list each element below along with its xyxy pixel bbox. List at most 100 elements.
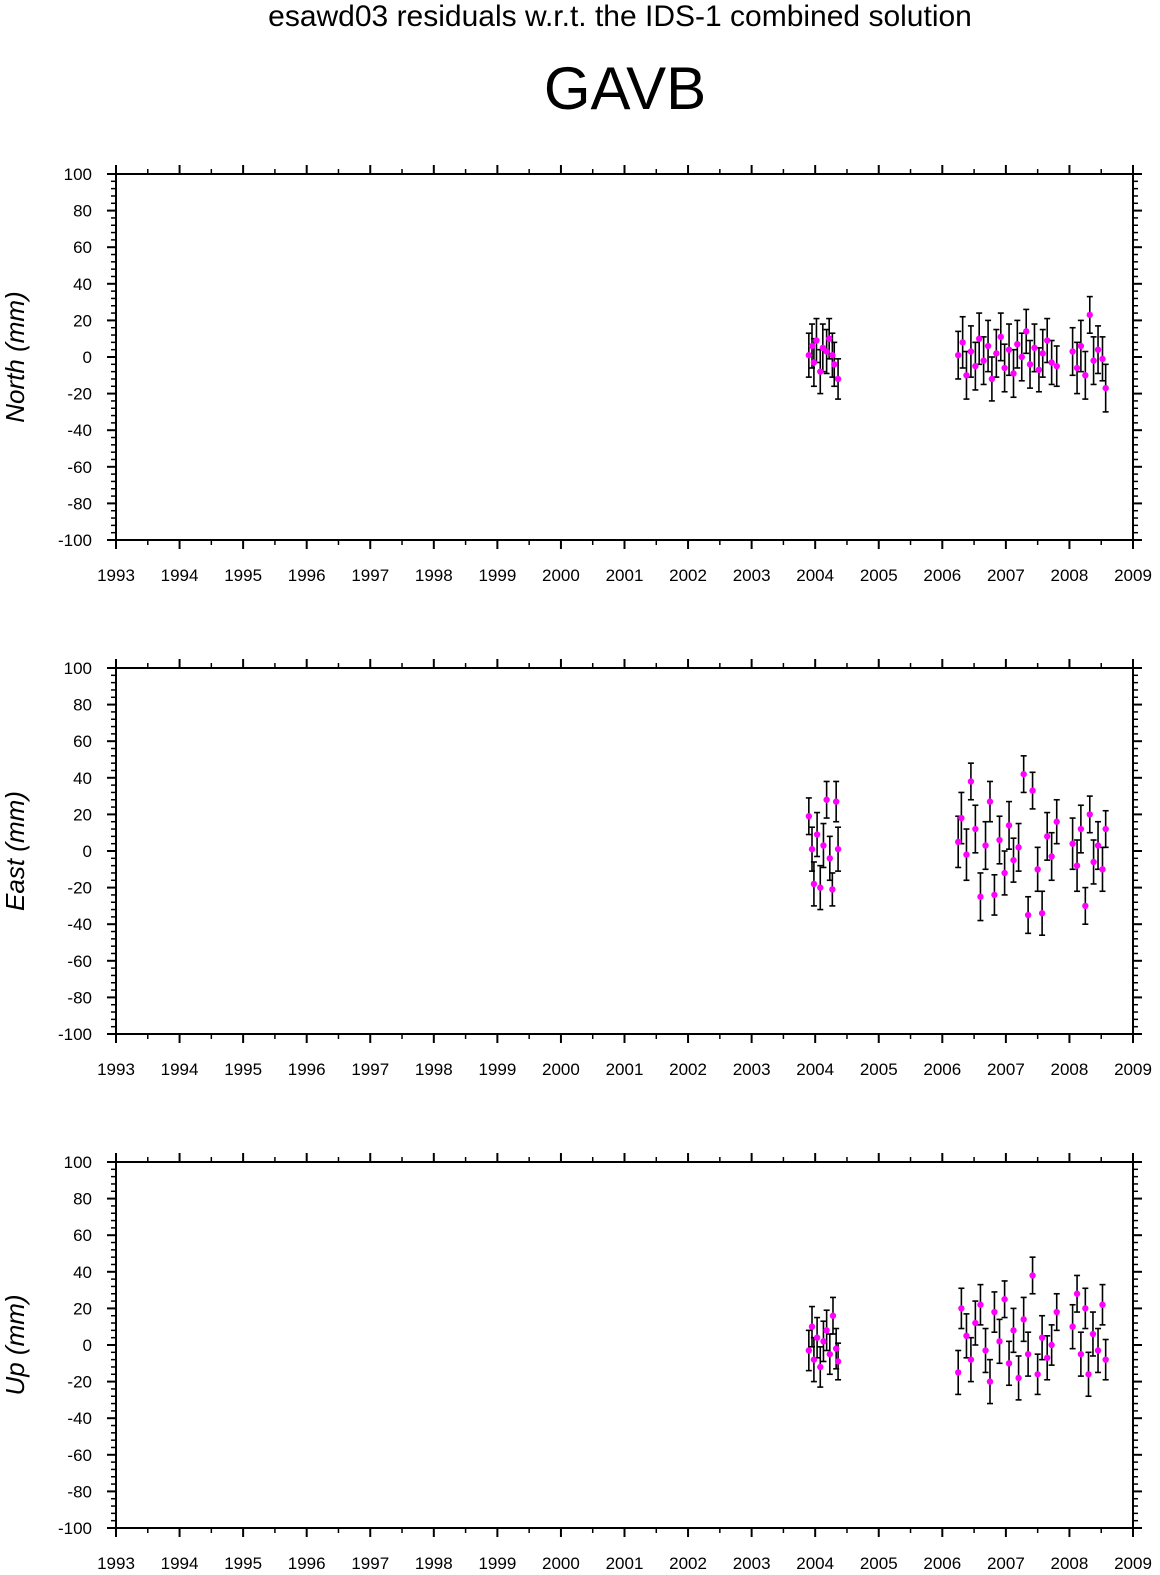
up-data-point [1024,1350,1032,1358]
up-y-tick-label: 60 [73,1226,92,1245]
east-y-tick-label: 20 [73,805,92,824]
east-data-point [1090,858,1097,866]
north-y-axis-title: North (mm) [0,291,30,422]
up-y-tick-label: 100 [64,1153,92,1172]
up-panel: 1993 1994 1995 1996 1997 1998 1999 2000 2001 2002… [0,1153,1152,1573]
north-x-tick-label: 1993 [97,566,135,585]
up-data-point [1029,1272,1036,1279]
east-data-point [955,838,962,846]
east-data-point [977,893,984,900]
north-data-point [1018,353,1025,361]
east-data-point [820,842,827,849]
north-x-tick-label: 1997 [351,566,389,585]
up-y-tick-label: 0 [83,1336,92,1355]
up-data-point [1038,1334,1046,1341]
up-y-tick-label: -40 [67,1409,92,1428]
north-y-tick-label: 0 [83,348,92,367]
east-x-tick-label: 2007 [987,1060,1025,1079]
up-data-point [1089,1330,1097,1338]
north-x-tick-label: 2006 [923,566,961,585]
up-x-tick-label: 1993 [97,1554,135,1573]
up-data-point [834,1358,842,1365]
up-data-point [805,1347,813,1354]
north-x-tick-label: 1998 [415,566,453,585]
north-x-tick-label: 1996 [288,566,326,585]
up-data-point [991,1308,998,1316]
east-y-tick-label: 60 [73,732,92,751]
north-x-tick-label: 2000 [542,566,580,585]
east-y-tick-label: 80 [73,696,92,715]
north-data-point [980,357,987,364]
east-data-point [813,831,821,838]
up-data-point [1010,1327,1017,1334]
east-data-point [996,836,1003,844]
north-data-point [997,333,1004,341]
east-data-point [986,798,994,805]
north-data-point [1053,362,1060,370]
east-x-tick-label: 2003 [733,1060,771,1079]
north-x-tick-label: 1994 [161,566,199,585]
up-data-point [1005,1360,1013,1367]
north-data-point [1086,311,1093,319]
north-data-point [1010,370,1017,377]
up-x-tick-label: 2004 [796,1554,834,1573]
east-data-point [1048,853,1055,860]
north-plot-frame [115,173,1134,541]
up-data-point [823,1327,830,1334]
east-y-tick-label: 40 [73,769,92,788]
north-data-point [1039,350,1046,357]
north-data-point [963,372,970,379]
north-data-point [834,375,842,383]
north-data-point [810,359,818,366]
north-y-tick-label: 40 [73,275,92,294]
north-x-tick-label: 2003 [733,566,771,585]
up-data-point [813,1334,821,1341]
up-data-point [1048,1341,1055,1349]
east-data-point [1024,911,1032,919]
east-data-point [1102,825,1109,833]
east-y-axis-title: East (mm) [0,791,30,911]
up-x-tick-label: 2002 [669,1554,707,1573]
east-data-point [991,891,998,899]
east-x-tick-label: 1994 [161,1060,199,1079]
east-data-point [829,886,836,893]
up-y-axis-title: Up (mm) [0,1294,30,1395]
up-data-point [977,1301,984,1308]
up-data-point [1073,1290,1081,1297]
up-data-point [1020,1316,1027,1323]
north-y-tick-label: -100 [58,531,92,550]
north-data-point [808,342,816,350]
east-x-tick-label: 2005 [860,1060,898,1079]
east-data-point [1029,787,1036,794]
north-data-point [959,339,966,346]
east-data-point [1099,866,1106,873]
east-y-tick-label: -20 [67,879,92,898]
up-y-tick-label: 80 [73,1190,92,1209]
up-y-tick-label: -60 [67,1446,92,1465]
up-data-point [817,1363,824,1371]
east-data-point [1077,825,1085,833]
east-data-point [1043,833,1051,840]
north-data-point [1014,340,1021,348]
east-x-tick-label: 1998 [415,1060,453,1079]
east-x-tick-label: 2004 [796,1060,834,1079]
east-x-tick-label: 1993 [97,1060,135,1079]
up-data-point [1085,1371,1092,1378]
up-x-tick-label: 2009 [1114,1554,1152,1573]
north-y-tick-label: -80 [67,494,92,513]
east-data-point [1005,822,1013,829]
east-data-point [1086,811,1093,818]
east-y-tick-label: 100 [64,659,92,678]
up-data-point [972,1319,979,1327]
north-data-point [1069,348,1076,355]
up-data-point [1077,1350,1085,1358]
east-data-point [972,825,979,833]
north-x-tick-label: 2004 [796,566,834,585]
up-data-point [967,1356,975,1363]
up-data-point [996,1338,1003,1345]
east-x-tick-label: 1997 [351,1060,389,1079]
east-panel: 1993 1994 1995 1996 1997 1998 1999 2000 2001 2002… [0,659,1152,1079]
up-data-point [1082,1305,1089,1312]
north-x-tick-label: 1999 [478,566,516,585]
up-y-tick-label: 40 [73,1263,92,1282]
